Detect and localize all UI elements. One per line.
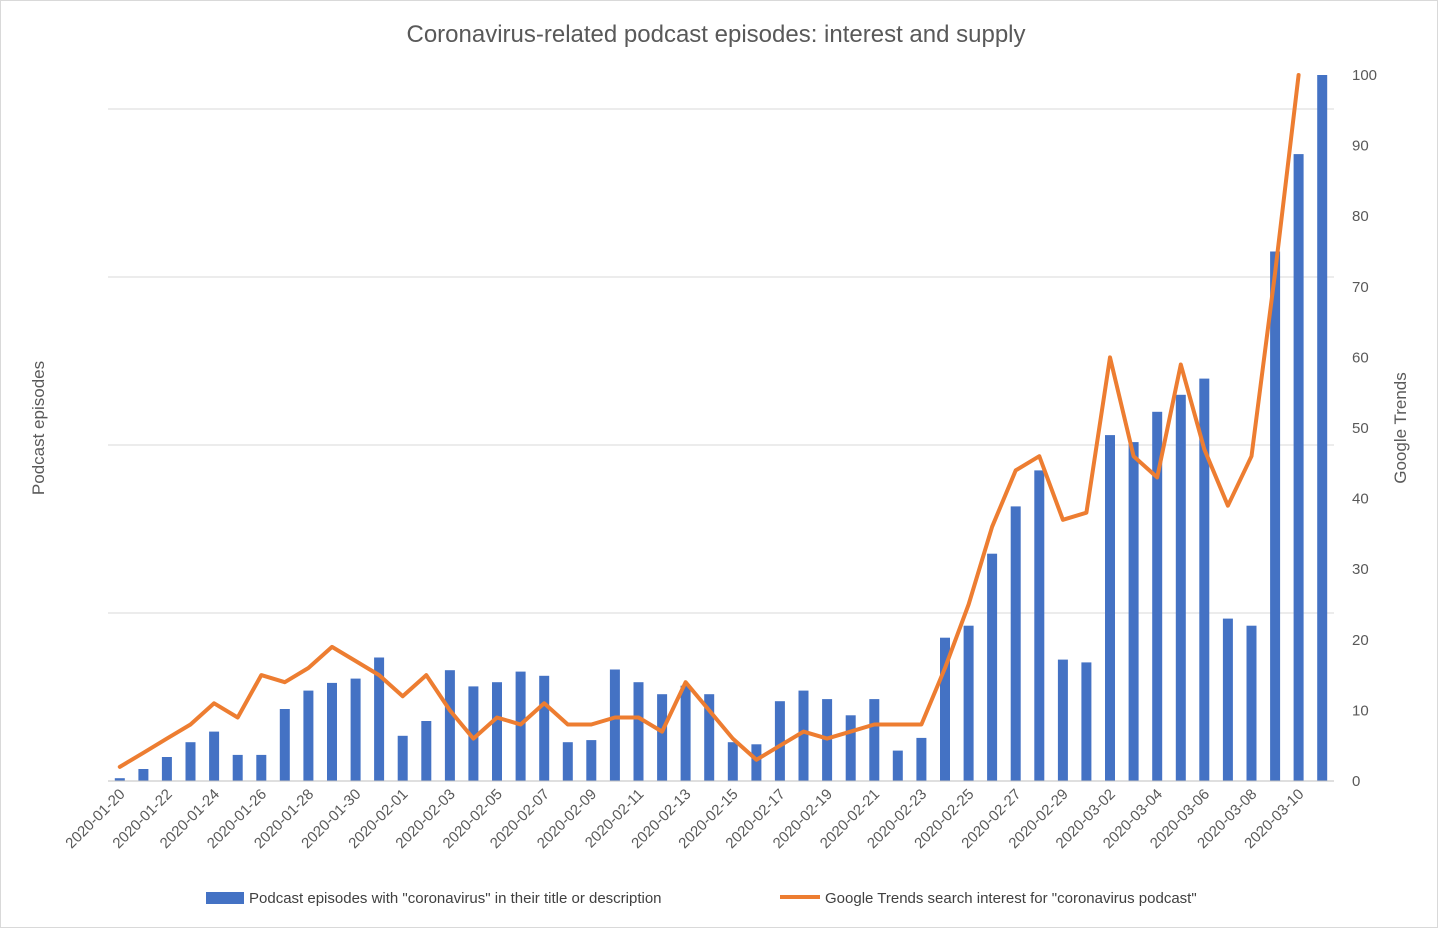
x-tick-labels: 2020-01-202020-01-222020-01-242020-01-26… [62,786,1307,852]
y-tick-label: 80 [1352,208,1369,225]
bar [232,754,243,781]
bar [657,694,668,781]
bar [586,740,597,781]
y-tick-label: 90 [1352,138,1369,155]
y-axis-left-title: Podcast episodes [29,361,48,495]
bar [940,637,950,781]
bar [492,682,502,781]
bar [704,694,715,781]
bar [161,757,172,781]
bar [138,769,149,781]
bar [633,682,644,781]
bar [1128,442,1139,781]
bar [1152,411,1163,781]
bar [1010,506,1021,781]
bar [845,715,856,781]
y-tick-label: 40 [1352,491,1369,508]
y-axis-right-title: Google Trends [1391,372,1410,484]
legend-label-line: Google Trends search interest for "coron… [825,890,1197,907]
y-tick-label: 50 [1352,420,1369,437]
gridlines [108,108,1334,614]
y-axis-right: 0 10 20 30 40 50 60 70 80 90 100 [1352,67,1377,790]
y-tick-label: 10 [1352,702,1369,719]
bar [869,699,880,781]
bar [256,754,267,781]
bar [1175,394,1186,781]
bar [1270,251,1281,781]
bar [468,686,479,781]
legend: Podcast episodes with "coronavirus" in t… [206,890,1197,907]
y-tick-label: 0 [1352,773,1360,790]
bar [397,735,408,781]
bar [1293,154,1304,782]
bar [1246,625,1257,781]
line-series [117,73,1301,769]
bar [609,669,620,781]
bar [350,678,361,781]
bar [751,744,762,781]
y-tick-label: 60 [1352,349,1369,366]
y-tick-label: 70 [1352,279,1369,296]
bar [1057,659,1068,781]
bar [916,737,927,781]
bar [562,742,573,781]
bar [987,553,998,781]
bar [444,670,455,781]
bar [892,750,903,781]
bar [303,690,314,781]
bar [185,742,196,781]
bar [539,675,550,781]
bar [114,778,125,781]
bar [374,657,385,781]
bar [1199,378,1210,781]
bar [421,721,432,781]
legend-label-bars: Podcast episodes with "coronavirus" in t… [249,890,662,907]
bar [798,690,809,781]
bar [727,742,738,781]
bar [1317,75,1328,781]
bar [774,701,785,781]
y-tick-label: 20 [1352,632,1369,649]
bar [1105,435,1115,781]
bar [327,682,337,781]
chart-title: Coronavirus-related podcast episodes: in… [406,21,1025,48]
bar [1222,618,1233,781]
bar [680,685,691,781]
bar [963,625,974,781]
bar [1034,470,1045,781]
trend-line [117,73,1301,769]
bar [1081,662,1092,781]
y-tick-label: 100 [1352,67,1377,84]
y-tick-label: 30 [1352,561,1369,578]
bar [209,731,220,781]
legend-swatch-bars [206,892,244,904]
bar [279,709,290,781]
